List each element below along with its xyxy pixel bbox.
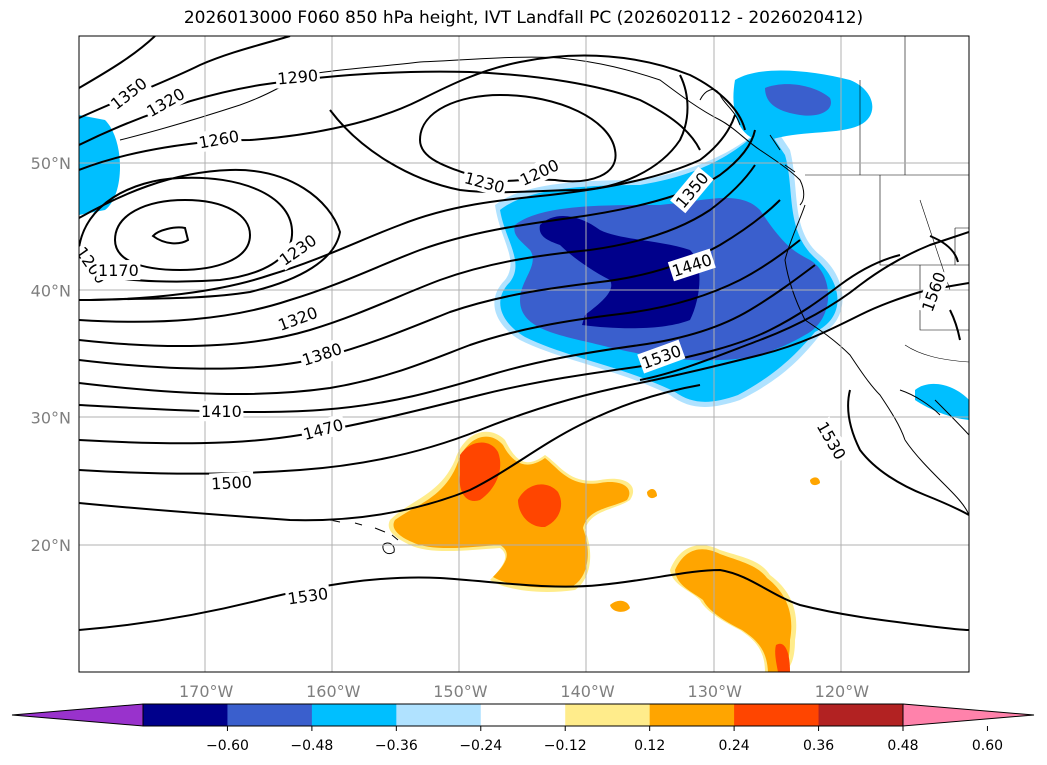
colorbar-segment [396, 704, 482, 726]
contour-1530-south [79, 384, 701, 522]
shade-orange-dot-3 [810, 477, 820, 486]
shade-orange-dot-1 [610, 600, 630, 612]
lon-label: 130°W [688, 682, 743, 701]
contour-label: 1410 [199, 401, 244, 422]
borders [805, 36, 969, 363]
contour-1380 [79, 199, 781, 370]
border-us-mexico [904, 344, 969, 363]
colorbar-label: 0.60 [972, 738, 1003, 754]
shade-orange-dot-2 [647, 489, 657, 499]
contour-1560 [929, 235, 961, 341]
shade-cyan-sw [915, 383, 969, 420]
lon-label: 150°W [433, 682, 488, 701]
contour-1440 [79, 264, 816, 414]
colorbar-segment [649, 704, 735, 726]
contour-label-text: 1500 [211, 472, 253, 493]
colorbar: −0.60 −0.48 −0.36 −0.24 −0.12 0.12 0.24 0.36 0.4… [11, 703, 1035, 754]
shade-red-east [775, 643, 790, 672]
colorbar-label: −0.36 [375, 738, 418, 754]
coast-gulf-california [899, 389, 969, 436]
longitude-labels: 170°W 160°W 150°W 140°W 130°W 120°W [179, 682, 869, 701]
contour-1170-low-west [151, 226, 190, 245]
colorbar-label: −0.60 [206, 738, 249, 754]
contour-1290-mid [79, 114, 736, 301]
border-states-1 [879, 175, 969, 266]
colorbar-label: 0.36 [803, 738, 834, 754]
contour-1320-mid [79, 129, 756, 323]
colorbar-label: 0.48 [887, 738, 918, 754]
contour-label-text: 1170 [98, 261, 139, 280]
positive-shading [388, 431, 820, 672]
lat-label: 40°N [31, 281, 71, 300]
border-states-2 [919, 199, 969, 291]
contour-label: 1290 [274, 64, 321, 89]
map-title: 2026013000 F060 850 hPa height, IVT Land… [183, 8, 864, 28]
lon-label: 170°W [179, 682, 234, 701]
contour-label-text: 1290 [277, 66, 319, 88]
shade-orange [393, 436, 630, 588]
contour-1200-low-west [113, 198, 252, 272]
colorbar-label: 0.24 [719, 738, 750, 754]
colorbar-extend-left [11, 703, 144, 727]
colorbar-segment [227, 704, 313, 726]
colorbar-labels: −0.60 −0.48 −0.36 −0.24 −0.12 0.12 0.24 0.36 0.4… [206, 726, 1003, 754]
colorbar-label: −0.48 [290, 738, 333, 754]
shade-red-2 [518, 484, 562, 528]
contour-label: 1500 [209, 471, 255, 494]
contour-1230-north [329, 74, 689, 194]
colorbar-label: −0.12 [544, 738, 587, 754]
colorbar-segment [734, 704, 820, 726]
contour-1350-nw [79, 36, 156, 89]
coast-big-island [382, 542, 395, 555]
colorbar-segment [143, 704, 228, 726]
colorbar-label: 0.12 [634, 738, 665, 754]
colorbar-extend-right [902, 703, 1035, 727]
colorbar-segment [565, 704, 651, 726]
latitude-labels: 50°N 40°N 30°N 20°N [31, 154, 71, 555]
lat-label: 30°N [31, 409, 71, 428]
coast-west-us [784, 204, 906, 441]
coastlines [119, 56, 969, 555]
border-states-3 [919, 265, 969, 331]
shade-red-1 [459, 442, 501, 501]
lon-label: 120°W [815, 682, 870, 701]
contour-1260-mid [79, 168, 342, 301]
contour-1350-mid [79, 164, 756, 347]
lat-label: 20°N [31, 536, 71, 555]
contour-1530-east [639, 231, 969, 381]
coast-baja [904, 439, 969, 516]
colorbar-segment [480, 704, 566, 726]
border-states-4 [954, 227, 969, 265]
contour-1230-ring [79, 176, 294, 283]
border-canada-prov [859, 36, 906, 175]
contour-1470 [79, 254, 901, 445]
lat-label: 50°N [31, 154, 71, 173]
height-contours [79, 36, 969, 631]
contour-label-text: 1410 [201, 402, 242, 421]
shade-orange-east [675, 549, 792, 672]
plot-frame [78, 35, 970, 673]
colorbar-segment [311, 704, 397, 726]
lon-label: 140°W [560, 682, 615, 701]
colorbar-segment [818, 704, 904, 726]
contour-1530-low [79, 568, 969, 631]
lon-label: 160°W [306, 682, 361, 701]
coast-aleutians [119, 81, 291, 141]
contour-1530-baja [847, 389, 969, 516]
coast-alaska [279, 56, 805, 206]
contour-1290 [79, 70, 701, 151]
contour-label: 1170 [96, 260, 141, 281]
shade-dark-blue [539, 215, 700, 329]
colorbar-segments [143, 704, 904, 726]
colorbar-frame [142, 703, 904, 727]
contour-1500 [79, 282, 969, 475]
coast-hawaii [329, 519, 399, 541]
shade-mid-blue-north [765, 84, 831, 116]
colorbar-label: −0.24 [459, 738, 502, 754]
contour-1410 [79, 239, 801, 395]
contour-label: 1530 [284, 582, 332, 609]
